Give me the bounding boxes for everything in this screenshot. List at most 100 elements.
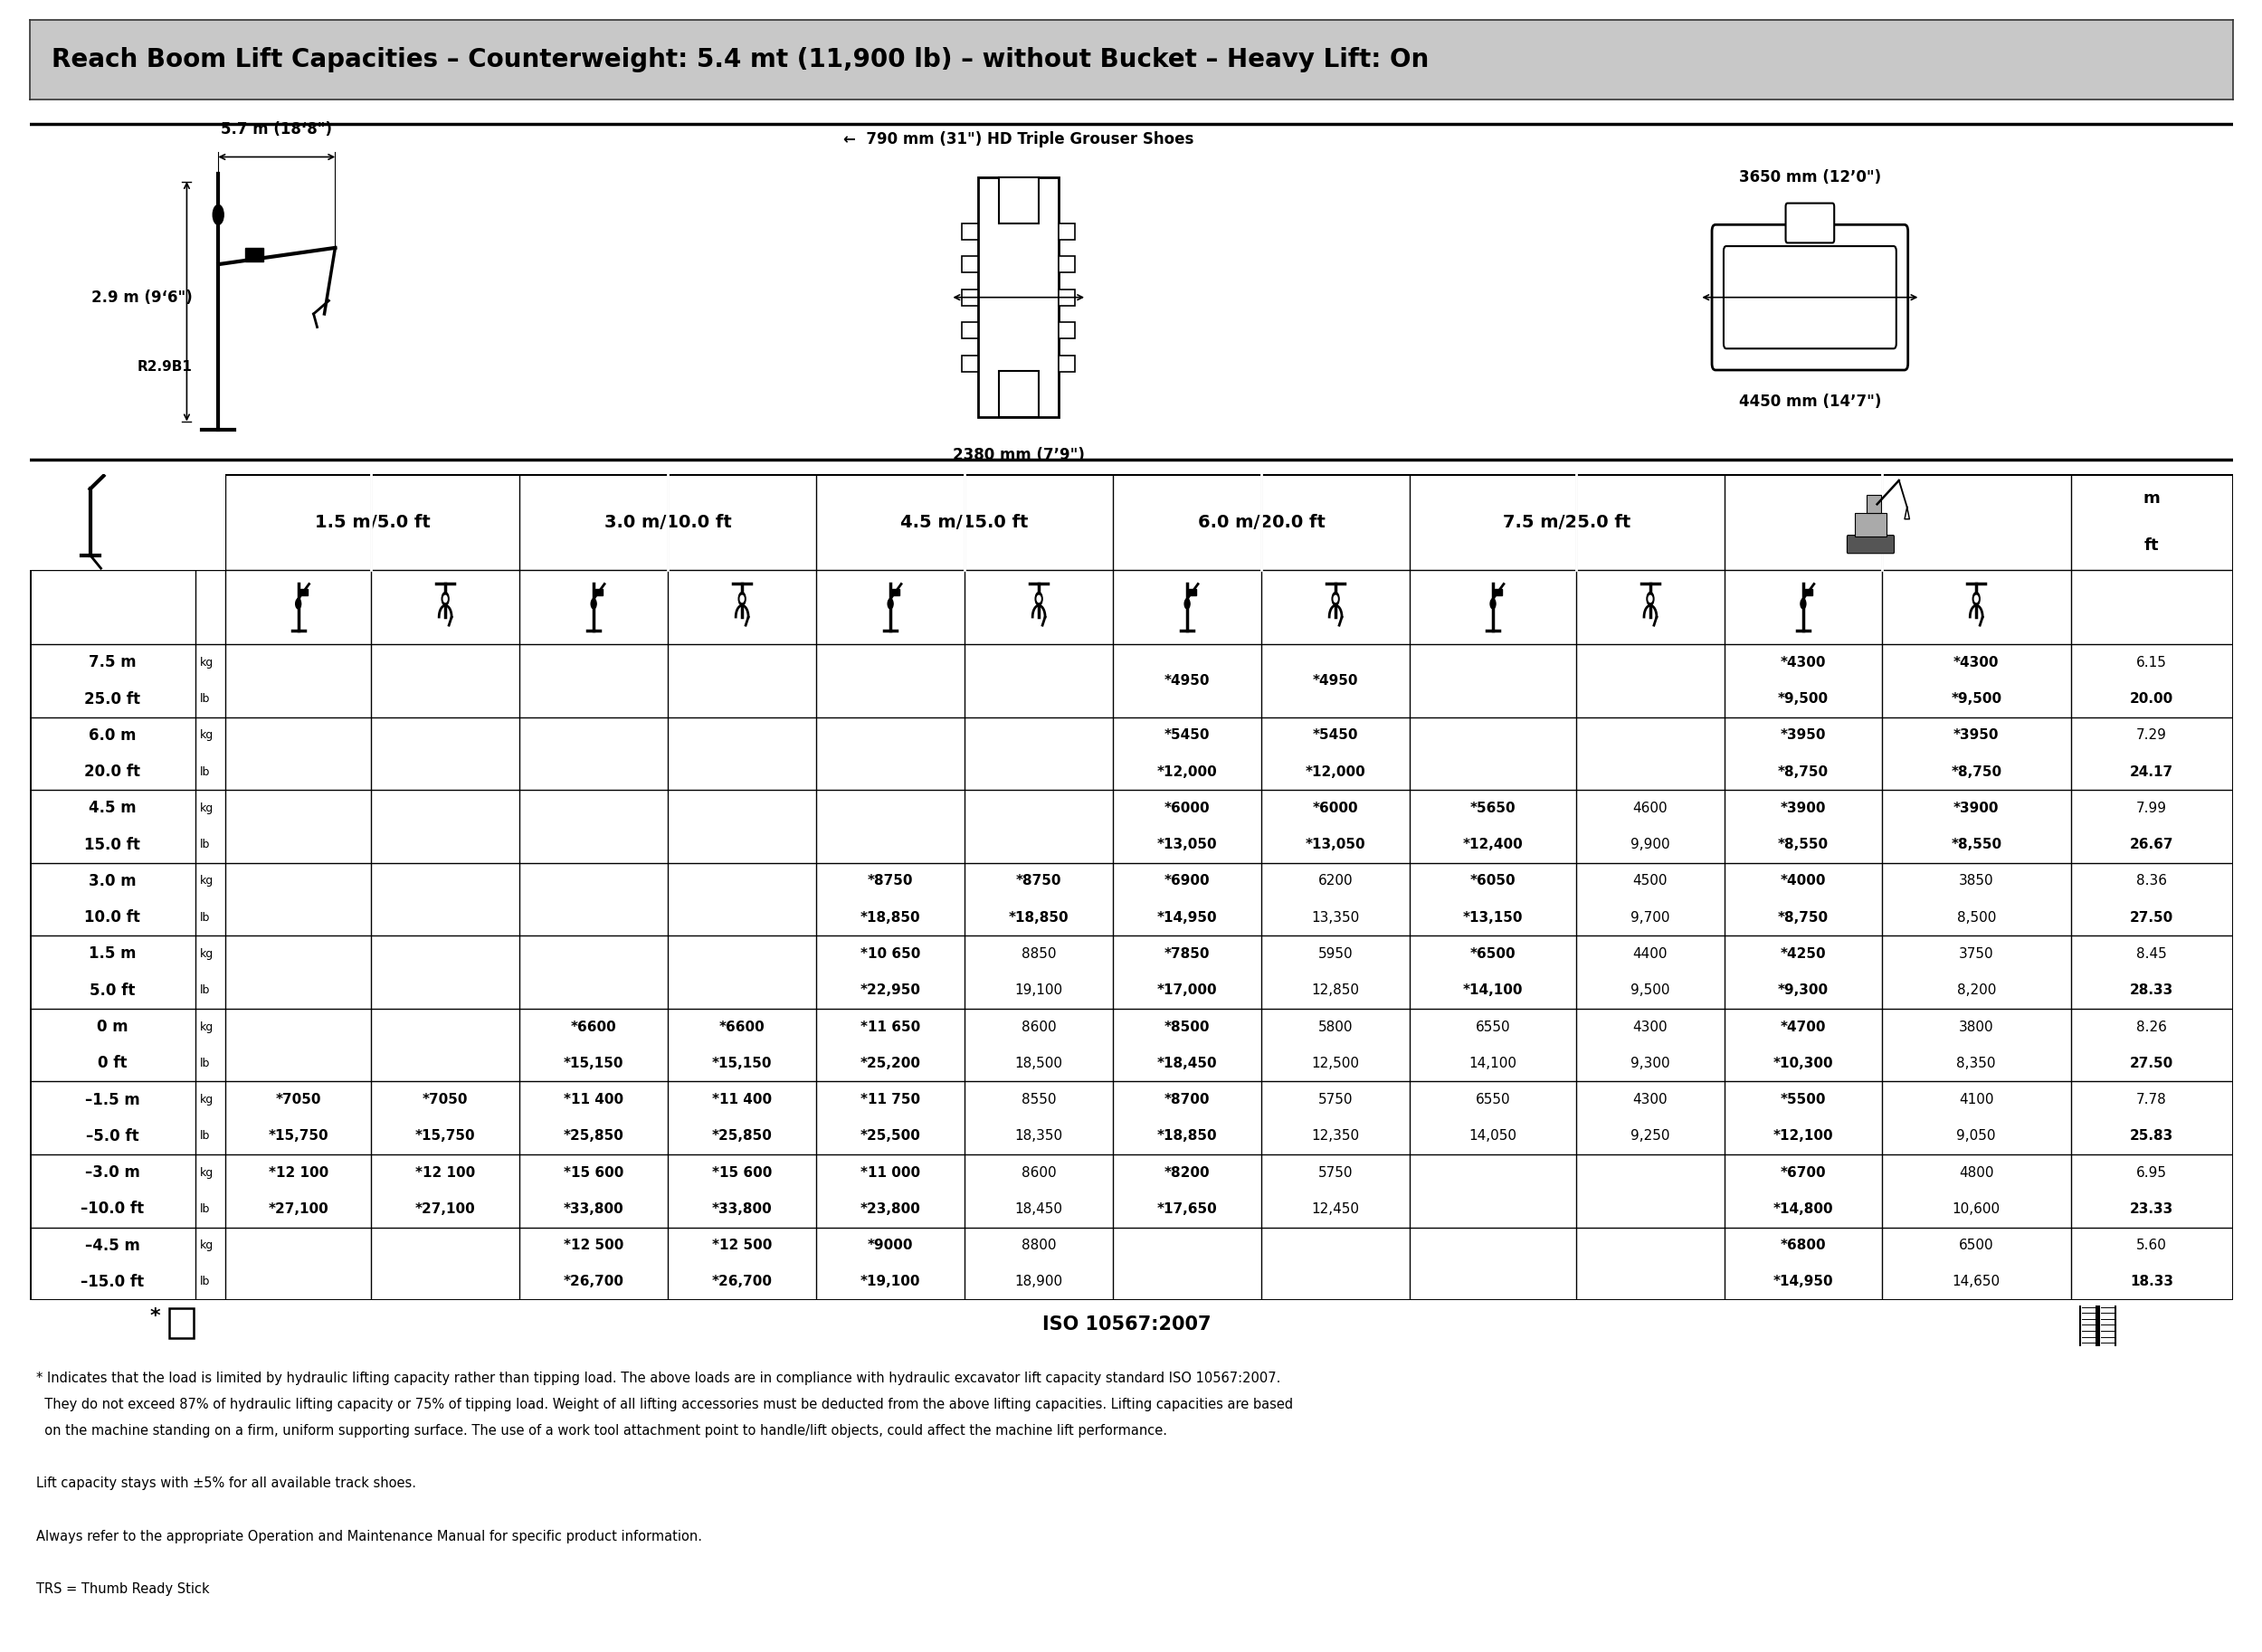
Text: 3800: 3800 [1959, 1019, 1993, 1034]
Text: *12,000: *12,000 [1156, 765, 1217, 778]
Circle shape [1332, 593, 1339, 606]
Text: *6000: *6000 [1312, 801, 1359, 814]
Text: 27.50: 27.50 [2131, 910, 2174, 925]
Text: 18,900: 18,900 [1016, 1275, 1063, 1289]
Text: *6050: *6050 [1470, 874, 1516, 887]
Text: *23,800: *23,800 [860, 1203, 921, 1216]
Text: 1.5 m: 1.5 m [88, 947, 136, 961]
Bar [1000, 372, 1038, 418]
Text: lb: lb [201, 985, 210, 996]
FancyBboxPatch shape [1712, 225, 1907, 370]
Text: 7.99: 7.99 [2135, 801, 2167, 814]
Text: 7.78: 7.78 [2135, 1094, 2167, 1107]
Text: *9000: *9000 [869, 1239, 914, 1252]
Text: *5450: *5450 [1312, 729, 1359, 742]
Text: kg: kg [201, 803, 215, 814]
Circle shape [1335, 596, 1337, 603]
Text: *8700: *8700 [1165, 1094, 1210, 1107]
Text: 4100: 4100 [1959, 1094, 1993, 1107]
Circle shape [1491, 600, 1495, 610]
Text: *4300: *4300 [1954, 656, 2000, 669]
Text: –4.5 m: –4.5 m [86, 1237, 140, 1254]
Text: 0 ft: 0 ft [97, 1056, 127, 1072]
Text: 8600: 8600 [1022, 1166, 1056, 1180]
Text: 8550: 8550 [1022, 1094, 1056, 1107]
Text: lb: lb [201, 1130, 210, 1142]
Text: *22,950: *22,950 [860, 983, 921, 998]
Text: 1.5 m/5.0 ft: 1.5 m/5.0 ft [314, 514, 430, 530]
Text: 6.0 m: 6.0 m [88, 727, 136, 743]
Text: 26.67: 26.67 [2131, 838, 2174, 851]
Text: *15,750: *15,750 [416, 1130, 475, 1143]
Text: kg: kg [201, 1094, 215, 1105]
Text: 13,350: 13,350 [1312, 910, 1359, 925]
Circle shape [1647, 593, 1654, 606]
Text: *4700: *4700 [1780, 1019, 1825, 1034]
Text: *12,000: *12,000 [1305, 765, 1366, 778]
Circle shape [1036, 596, 1041, 603]
Text: *15,750: *15,750 [269, 1130, 328, 1143]
Bar [29, 474, 226, 570]
Text: 14,100: 14,100 [1468, 1057, 1518, 1070]
Circle shape [590, 600, 597, 610]
Bar [2079, 1302, 2097, 1348]
Text: *15,150: *15,150 [713, 1057, 771, 1070]
Text: *13,150: *13,150 [1464, 910, 1522, 925]
Text: 4.5 m/15.0 ft: 4.5 m/15.0 ft [900, 514, 1029, 530]
Text: *14,950: *14,950 [1773, 1275, 1832, 1289]
Circle shape [441, 593, 448, 606]
Text: 27.50: 27.50 [2131, 1057, 2174, 1070]
Bar [891, 590, 900, 596]
Text: 4400: 4400 [1633, 947, 1667, 961]
FancyBboxPatch shape [1848, 535, 1893, 553]
Text: 8.26: 8.26 [2135, 1019, 2167, 1034]
Text: 3650 mm (12’0"): 3650 mm (12’0") [1739, 169, 1882, 185]
Text: m: m [2142, 491, 2160, 506]
Text: *6500: *6500 [1470, 947, 1516, 961]
Text: 5.0 ft: 5.0 ft [90, 983, 136, 998]
Text: 8,500: 8,500 [1957, 910, 1995, 925]
Text: lb: lb [201, 767, 210, 778]
FancyBboxPatch shape [1724, 246, 1896, 349]
Text: 9,050: 9,050 [1957, 1130, 1995, 1143]
Text: *18,850: *18,850 [1009, 910, 1070, 925]
Text: *8750: *8750 [1016, 874, 1061, 887]
Text: 6550: 6550 [1475, 1094, 1511, 1107]
Text: *33,800: *33,800 [563, 1203, 624, 1216]
Text: 12,850: 12,850 [1312, 983, 1359, 998]
Text: *12 100: *12 100 [416, 1166, 475, 1180]
Text: *9,300: *9,300 [1778, 983, 1828, 998]
Text: *6700: *6700 [1780, 1166, 1825, 1180]
Text: lb: lb [201, 1057, 210, 1069]
Text: 4800: 4800 [1959, 1166, 1993, 1180]
Text: on the machine standing on a firm, uniform supporting surface. The use of a work: on the machine standing on a firm, unifo… [36, 1424, 1167, 1437]
Text: *6900: *6900 [1165, 874, 1210, 887]
Text: –5.0 ft: –5.0 ft [86, 1128, 138, 1145]
Text: kg: kg [201, 656, 215, 669]
Bar [1495, 590, 1502, 596]
Text: ft: ft [2144, 539, 2160, 553]
Text: *8500: *8500 [1165, 1019, 1210, 1034]
Circle shape [296, 600, 301, 610]
Bar [1059, 322, 1074, 339]
Text: *4000: *4000 [1780, 874, 1825, 887]
Text: They do not exceed 87% of hydraulic lifting capacity or 75% of tipping load. Wei: They do not exceed 87% of hydraulic lift… [36, 1398, 1294, 1411]
Bar [1059, 256, 1074, 273]
Text: 15.0 ft: 15.0 ft [84, 836, 140, 852]
Text: R2.9B1: R2.9B1 [138, 360, 192, 373]
Text: 3750: 3750 [1959, 947, 1993, 961]
Text: 18,350: 18,350 [1016, 1130, 1063, 1143]
Text: *12,100: *12,100 [1773, 1130, 1832, 1143]
Bar [170, 1308, 195, 1338]
Text: lb: lb [201, 839, 210, 851]
Text: *33,800: *33,800 [713, 1203, 771, 1216]
Text: *14,100: *14,100 [1464, 983, 1522, 998]
Text: *25,850: *25,850 [563, 1130, 624, 1143]
Bar [2099, 1302, 2115, 1348]
Text: *11 000: *11 000 [860, 1166, 921, 1180]
Text: 18.33: 18.33 [2131, 1275, 2174, 1289]
Bar [595, 590, 602, 596]
Bar [961, 289, 977, 306]
Text: *3900: *3900 [1780, 801, 1825, 814]
Text: 6.15: 6.15 [2135, 656, 2167, 669]
